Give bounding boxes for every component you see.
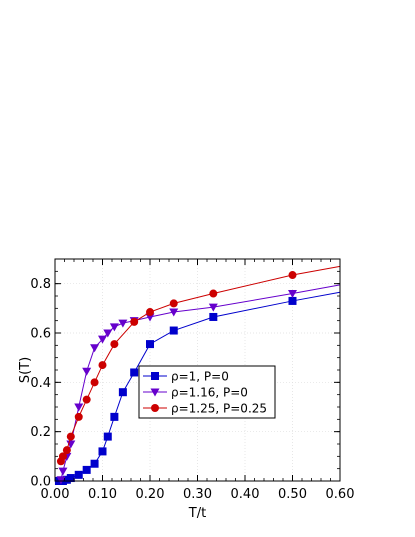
y-tick-label: 0.2 <box>30 425 51 440</box>
data-point <box>90 344 100 353</box>
data-point <box>288 296 297 305</box>
data-point <box>90 459 99 468</box>
data-point <box>169 326 178 335</box>
legend-entry: ρ=1.16, P=0 <box>143 386 248 400</box>
data-point <box>110 340 119 349</box>
legend-marker <box>151 404 159 412</box>
data-point <box>74 403 84 412</box>
data-point <box>110 412 119 421</box>
data-point <box>82 367 92 376</box>
data-point <box>130 317 139 326</box>
x-tick-label: 0.00 <box>41 487 70 502</box>
data-point <box>74 412 83 421</box>
data-point <box>58 467 68 476</box>
legend-entry: ρ=1, P=0 <box>143 370 229 384</box>
data-point <box>288 290 297 299</box>
y-axis-label: S(T) <box>18 357 33 383</box>
legend-entry: ρ=1.25, P=0.25 <box>143 402 267 416</box>
y-tick-label: 0.0 <box>30 475 51 490</box>
data-point <box>288 271 297 280</box>
y-tick-label: 0.8 <box>30 277 51 292</box>
data-point <box>103 329 113 338</box>
legend-label: ρ=1, P=0 <box>171 370 229 384</box>
data-point <box>209 312 218 321</box>
data-point <box>90 378 99 387</box>
y-tick-label: 0.6 <box>30 327 51 342</box>
legend-marker <box>151 372 159 380</box>
data-point <box>103 432 112 441</box>
data-point <box>146 340 154 349</box>
x-tick-label: 0.50 <box>278 487 307 502</box>
data-point <box>169 299 178 308</box>
data-point <box>98 361 107 370</box>
x-tick-label: 0.30 <box>183 487 212 502</box>
y-tick-label: 0.4 <box>30 376 51 391</box>
legend-label: ρ=1.25, P=0.25 <box>171 402 267 416</box>
data-point <box>145 313 155 322</box>
series-3 <box>56 265 341 466</box>
x-tick-label: 0.40 <box>231 487 260 502</box>
x-axis-label: T/t <box>188 506 206 521</box>
data-point <box>58 452 67 461</box>
x-tick-label: 0.20 <box>136 487 165 502</box>
data-point <box>98 335 107 344</box>
data-point <box>62 446 71 455</box>
data-point <box>82 395 91 404</box>
data-point <box>98 447 107 456</box>
data-point <box>82 465 91 474</box>
legend-label: ρ=1.16, P=0 <box>171 386 248 400</box>
data-point <box>130 368 139 377</box>
data-point <box>74 470 83 479</box>
data-point <box>66 432 75 441</box>
data-point <box>208 303 218 312</box>
data-point <box>118 319 128 328</box>
data-point <box>169 308 179 317</box>
data-point <box>209 289 218 298</box>
ticks: 0.00 0.10 0.20 0.30 0.40 0.50 0.60 0.0 0.2 0.4 0.6… <box>30 258 355 502</box>
data-point <box>56 476 66 485</box>
data-point <box>146 308 154 317</box>
series-layer <box>54 265 341 485</box>
legend-marker <box>150 388 160 397</box>
data-point <box>109 323 119 332</box>
x-tick-label: 0.60 <box>326 487 355 502</box>
series-1 <box>54 291 341 485</box>
x-tick-label: 0.10 <box>88 487 117 502</box>
legend: ρ=1, P=0 ρ=1.16, P=0 ρ=1.25, P=0.25 <box>138 365 276 419</box>
data-point <box>66 440 76 449</box>
data-point <box>66 474 75 483</box>
data-point <box>118 388 127 397</box>
